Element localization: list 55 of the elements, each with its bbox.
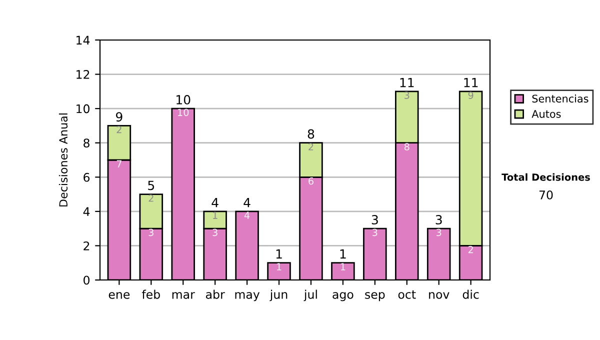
x-tick-label: oct [398,290,416,299]
data-label: 9 [468,92,474,99]
x-tick-label: nov [429,292,450,299]
data-label: 3 [212,228,218,236]
data-label: 3 [404,92,410,99]
x-tick-label: jun [270,290,288,302]
y-tick-label: 2 [84,241,90,250]
data-label: 1 [340,263,346,270]
data-label: 2 [116,126,122,134]
x-tick-label: may [235,292,260,302]
total-label: 8 [308,129,314,139]
x-tick-label: jul [304,290,317,302]
total-label: 5 [148,180,154,190]
data-label: 3 [436,228,442,236]
total-label: 10 [176,94,190,104]
y-tick-label: 0 [84,276,90,285]
total-label: 3 [372,214,378,224]
legend-label: Autos [532,110,561,118]
data-label: 2 [468,246,473,254]
total-label: 1 [340,249,346,259]
x-tick-label: sep [365,292,385,302]
y-tick-label: 6 [84,172,90,182]
total-label: 4 [212,198,218,208]
data-label: 4 [244,212,250,219]
data-label: 1 [213,212,218,219]
total-label: 1 [276,249,282,259]
legend-label: Sentencias [532,94,588,103]
data-label: 7 [116,160,122,168]
y-tick-label: 14 [76,36,90,44]
data-label: 1 [276,263,282,270]
x-tick-label: ene [108,292,130,299]
x-tick-label: mar [172,292,195,299]
x-tick-label: ago [332,292,354,302]
total-label: 4 [244,198,250,208]
data-label: 2 [308,143,314,150]
x-tick-label: abr [206,290,225,299]
x-tick-label: feb [142,290,160,299]
total-label: 9 [116,112,122,122]
data-label: 3 [372,228,378,236]
y-tick-label: 10 [76,104,90,114]
y-tick-label: 4 [83,207,90,216]
total-label: 11 [464,78,478,88]
total-label: 11 [400,78,414,88]
y-axis-title: Decisiones Anual [58,114,68,206]
data-label: 8 [404,143,410,150]
data-label: 3 [148,228,154,236]
y-tick-label: 12 [76,70,90,79]
data-label: 6 [308,177,314,185]
text: 70 [539,190,553,200]
data-label: 2 [148,194,154,202]
total-label: 3 [436,214,442,224]
x-tick-label: dic [462,290,479,299]
data-label: 10 [178,108,189,116]
text: Total Decisiones [502,173,590,181]
y-tick-label: 8 [84,138,90,148]
